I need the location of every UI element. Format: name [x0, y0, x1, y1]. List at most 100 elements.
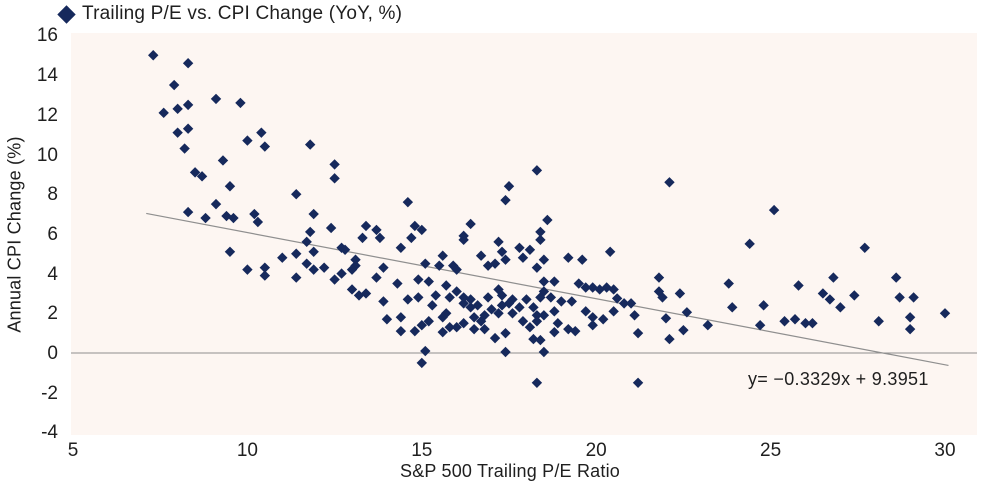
data-point-diamond	[674, 288, 686, 299]
data-point-diamond	[346, 284, 358, 295]
data-point-diamond	[291, 272, 302, 283]
data-point-diamond	[514, 242, 525, 253]
data-point-diamond	[521, 294, 532, 305]
data-point-diamond	[531, 310, 543, 321]
data-point-diamond	[597, 314, 609, 325]
data-point-diamond	[172, 127, 183, 138]
data-point-diamond	[301, 258, 312, 269]
data-point-diamond	[573, 278, 584, 289]
data-point-diamond	[395, 325, 407, 337]
data-point-diamond	[479, 323, 490, 335]
data-point-diamond	[308, 208, 319, 220]
data-point-diamond	[252, 216, 264, 228]
data-point-diamond	[301, 236, 312, 248]
data-point-diamond	[563, 252, 574, 263]
data-point-diamond	[409, 220, 421, 232]
data-point-diamond	[789, 314, 801, 325]
data-point-diamond	[465, 294, 476, 305]
data-point-diamond	[531, 377, 543, 388]
data-point-diamond	[182, 123, 194, 134]
data-point-diamond	[496, 300, 508, 311]
data-point-diamond	[451, 286, 462, 297]
data-point-diamond	[413, 292, 424, 303]
data-point-diamond	[200, 212, 211, 224]
data-point-diamond	[416, 357, 427, 369]
data-point-diamond	[754, 320, 766, 331]
y-tick-label: 4	[47, 263, 58, 285]
data-point-diamond	[392, 278, 403, 289]
data-point-diamond	[423, 316, 434, 327]
data-point-diamond	[618, 298, 630, 309]
data-point-diamond	[496, 290, 508, 301]
data-point-diamond	[664, 333, 675, 345]
data-point-diamond	[325, 222, 337, 234]
data-point-diamond	[535, 334, 546, 346]
data-point-diamond	[189, 167, 201, 178]
data-point-diamond	[538, 310, 550, 321]
data-point-diamond	[475, 316, 487, 327]
data-point-diamond	[556, 296, 567, 307]
data-point-diamond	[228, 212, 239, 224]
data-point-diamond	[423, 276, 434, 287]
data-point-diamond	[420, 345, 431, 357]
y-tick-label: 10	[36, 144, 58, 166]
data-point-diamond	[402, 196, 414, 208]
data-point-diamond	[451, 321, 462, 333]
data-point-diamond	[158, 107, 169, 119]
data-point-diamond	[535, 226, 546, 238]
data-point-diamond	[859, 242, 870, 253]
data-point-diamond	[196, 171, 208, 182]
data-point-diamond	[528, 333, 539, 345]
data-point-diamond	[339, 244, 351, 255]
data-point-diamond	[793, 280, 804, 291]
data-point-diamond	[500, 346, 511, 358]
data-point-diamond	[259, 141, 271, 152]
data-point-diamond	[465, 302, 476, 313]
data-point-diamond	[632, 377, 644, 388]
data-point-diamond	[468, 312, 480, 323]
data-point-diamond	[549, 306, 560, 317]
data-point-diamond	[242, 264, 253, 275]
legend-label: Trailing P/E vs. CPI Change (YoY, %)	[82, 3, 403, 24]
x-tick-label: 10	[236, 440, 258, 461]
y-tick-label: 14	[36, 65, 58, 87]
data-point-diamond	[890, 272, 902, 283]
y-tick-label: -2	[41, 382, 58, 404]
data-point-diamond	[758, 300, 769, 311]
data-point-diamond	[409, 325, 421, 337]
data-point-diamond	[531, 262, 543, 273]
data-point-diamond	[350, 254, 361, 265]
data-point-diamond	[402, 294, 414, 305]
data-point-diamond	[577, 254, 588, 265]
data-point-diamond	[346, 264, 358, 275]
data-point-diamond	[420, 258, 431, 269]
data-point-diamond	[549, 276, 560, 287]
data-point-diamond	[535, 292, 546, 303]
data-point-diamond	[664, 177, 675, 188]
data-point-diamond	[500, 254, 511, 265]
y-tick-label: 12	[36, 104, 58, 126]
data-point-diamond	[828, 272, 839, 283]
data-point-diamond	[259, 262, 271, 273]
data-point-diamond	[210, 93, 222, 105]
data-point-diamond	[182, 99, 194, 111]
data-point-diamond	[249, 208, 260, 220]
data-point-diamond	[242, 135, 253, 146]
data-point-diamond	[517, 316, 529, 327]
x-axis-title: S&P 500 Trailing P/E Ratio	[400, 461, 620, 481]
data-point-diamond	[807, 318, 818, 329]
data-point-diamond	[304, 139, 316, 150]
data-point-diamond	[894, 292, 905, 303]
data-point-diamond	[179, 143, 190, 154]
data-point-diamond	[849, 290, 860, 301]
data-point-diamond	[660, 313, 672, 324]
data-point-diamond	[378, 262, 389, 273]
data-point-diamond	[493, 236, 504, 248]
data-point-diamond	[507, 308, 518, 319]
data-point-diamond	[524, 321, 536, 333]
data-point-diamond	[291, 189, 302, 200]
data-point-diamond	[444, 292, 455, 303]
data-point-diamond	[779, 316, 790, 327]
